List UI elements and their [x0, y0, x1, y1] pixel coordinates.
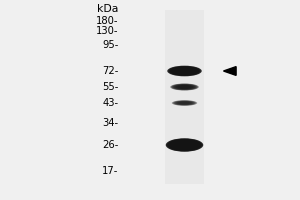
Text: 130-: 130- — [96, 26, 118, 36]
Ellipse shape — [176, 85, 193, 89]
Text: 34-: 34- — [102, 118, 119, 128]
Ellipse shape — [168, 139, 201, 151]
Text: 43-: 43- — [102, 98, 119, 108]
Ellipse shape — [176, 142, 193, 148]
Ellipse shape — [173, 101, 196, 105]
Ellipse shape — [170, 84, 199, 90]
Ellipse shape — [177, 69, 192, 73]
Ellipse shape — [179, 102, 190, 104]
Text: kDa: kDa — [97, 4, 118, 14]
Polygon shape — [224, 67, 236, 75]
Ellipse shape — [171, 84, 198, 90]
Text: 26-: 26- — [102, 140, 119, 150]
Ellipse shape — [167, 66, 202, 76]
Ellipse shape — [172, 100, 197, 106]
Ellipse shape — [172, 84, 197, 90]
Text: 55-: 55- — [102, 82, 119, 92]
Ellipse shape — [171, 140, 198, 150]
Ellipse shape — [172, 141, 197, 149]
Text: 95-: 95- — [102, 40, 119, 50]
Ellipse shape — [176, 68, 193, 74]
Ellipse shape — [175, 101, 194, 105]
Ellipse shape — [177, 85, 192, 89]
Ellipse shape — [173, 68, 196, 74]
Ellipse shape — [170, 140, 199, 150]
Ellipse shape — [175, 142, 194, 148]
Ellipse shape — [172, 67, 197, 75]
Ellipse shape — [173, 84, 196, 90]
Ellipse shape — [171, 67, 198, 75]
Text: 72-: 72- — [102, 66, 119, 76]
Ellipse shape — [178, 85, 191, 89]
Ellipse shape — [174, 141, 195, 149]
Ellipse shape — [177, 101, 192, 105]
Ellipse shape — [178, 143, 191, 147]
Bar — [165, 10, 204, 184]
Ellipse shape — [167, 139, 202, 151]
Ellipse shape — [172, 100, 197, 106]
Ellipse shape — [178, 69, 191, 73]
Ellipse shape — [166, 138, 203, 152]
Ellipse shape — [175, 85, 194, 89]
Ellipse shape — [169, 66, 200, 76]
Ellipse shape — [178, 102, 191, 104]
Ellipse shape — [176, 101, 193, 105]
Ellipse shape — [170, 66, 199, 76]
Text: 180-: 180- — [96, 16, 118, 26]
Ellipse shape — [174, 101, 195, 105]
Ellipse shape — [174, 84, 195, 90]
Ellipse shape — [175, 68, 194, 74]
Text: 17-: 17- — [102, 166, 119, 176]
